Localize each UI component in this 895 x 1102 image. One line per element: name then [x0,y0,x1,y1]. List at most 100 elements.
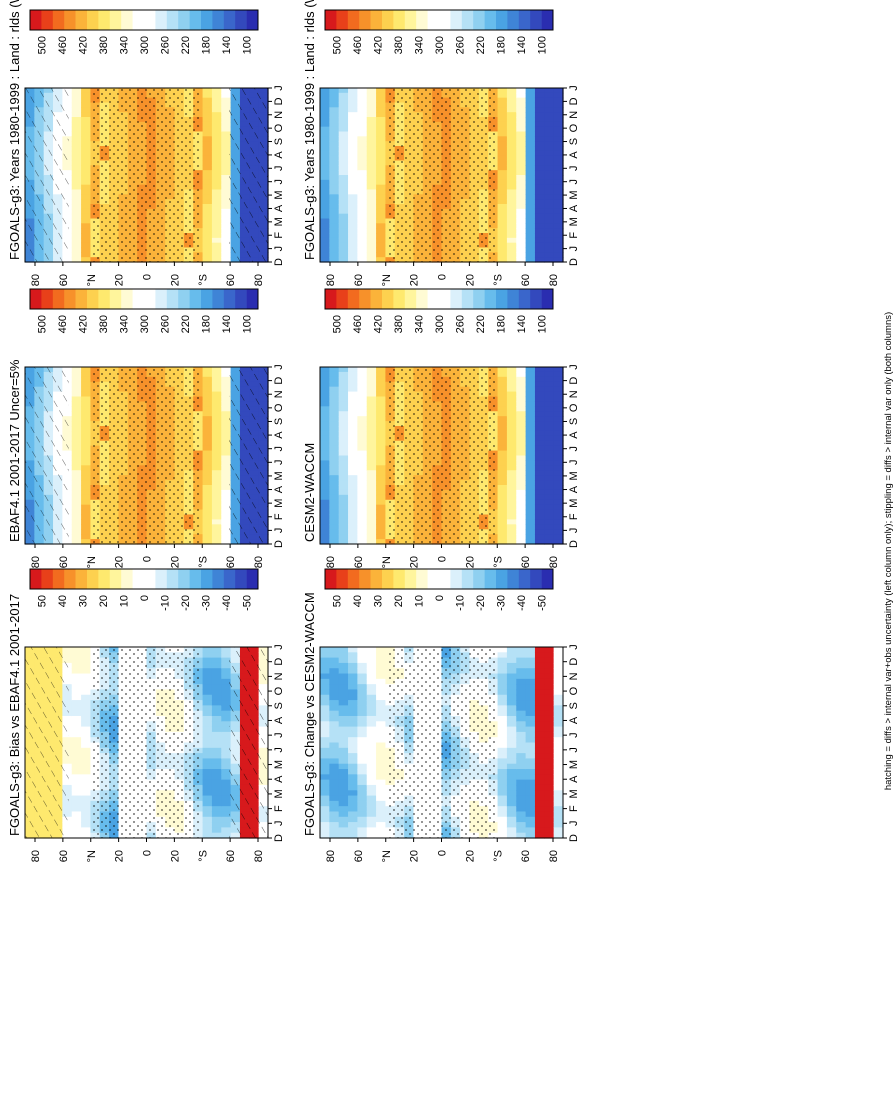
heat-cell [506,504,517,511]
heat-cell [497,208,508,215]
heat-cell [221,742,232,749]
heat-cell [221,218,232,224]
heat-cell [497,514,508,521]
heat-cell [506,376,517,383]
heat-cell [525,435,536,442]
heat-cell [81,435,92,442]
heat-cell [81,460,92,466]
heat-cell [221,121,232,128]
heat-cell [221,131,232,137]
heat-cell [211,769,222,775]
heat-cell [81,509,92,516]
heat-cell [553,257,564,263]
heat-cell [71,160,82,166]
heat-cell [221,112,232,118]
heat-cell [516,367,527,373]
heat-cell [553,160,564,166]
heat-cell [338,252,349,258]
heat-cell [221,391,232,398]
heat-cell [506,445,517,452]
heat-cell [497,107,508,113]
month-tick-label: A [273,431,285,439]
heat-cell [525,489,536,496]
heat-cell [376,475,387,481]
heat-cell [338,146,349,152]
month-tick-label: J [273,446,285,452]
heat-cell [329,131,340,137]
heat-cell [81,790,92,797]
month-tick-label: J [568,85,580,91]
heat-cell [497,475,508,481]
heat-cell [497,524,508,530]
heat-cell [71,721,82,728]
heat-cell [211,88,222,94]
heat-cell [525,539,536,545]
month-tick-label: N [273,390,285,398]
heat-cell [553,367,564,373]
heat-cell [357,426,368,432]
heat-cell [553,194,564,200]
heat-cell [202,391,213,398]
heat-cell [81,97,92,104]
heat-cell [534,88,545,94]
heat-cell [81,401,92,407]
heat-cell [81,367,92,373]
heat-cell [544,218,555,224]
heat-cell [348,218,358,224]
heat-cell [221,450,232,457]
heat-cell [497,494,508,501]
heat-cell [534,489,545,496]
heat-cell [534,460,545,466]
heat-cell [357,184,368,191]
colorbar-swatch [121,569,133,589]
colorbar-swatch [439,289,451,309]
heat-cell [366,376,377,383]
heat-cell [211,499,222,506]
colorbar-swatch [212,569,225,589]
heat-cell [81,141,92,147]
heat-cell [211,170,222,176]
heat-cell [366,440,377,447]
month-tick-label: J [273,732,285,738]
colorbar-swatch [246,289,259,309]
heat-cell [202,489,213,496]
heat-cell [348,102,358,108]
heat-cell [357,460,368,466]
colorbar-swatch [416,289,428,309]
heat-cell [338,175,349,181]
heat-cell [516,386,527,393]
colorbar-swatch [325,289,337,309]
heat-cell [376,223,387,229]
heat-cell [366,199,377,205]
heat-cell [221,779,232,786]
heat-cell [202,774,213,781]
heat-cell [544,146,555,152]
heat-cell [221,737,232,744]
heat-cell [81,155,92,162]
heat-cell [376,396,387,403]
heat-cell [357,189,368,195]
heat-cell [71,480,82,486]
heat-cell [366,223,377,229]
heat-cell [211,155,222,162]
heat-cell [221,519,232,525]
heat-cell [202,715,213,722]
heat-cell [497,223,508,229]
heat-cell [348,367,358,373]
colorbar-tick-label: 140 [516,36,528,54]
colorbar-tick-label: 300 [139,315,151,333]
heat-cell [366,242,377,249]
heat-cell [516,504,527,511]
heat-cell [211,737,222,744]
heat-cell [506,426,517,432]
heat-cell [202,213,213,220]
heat-cell [497,460,508,466]
heat-cell [357,539,368,545]
heat-cell [525,242,536,249]
heat-cell [534,509,545,516]
heat-cell [329,199,340,205]
heat-cell [366,465,377,471]
lat-tick-label: 0 [142,850,154,856]
heat-cell [376,504,387,511]
